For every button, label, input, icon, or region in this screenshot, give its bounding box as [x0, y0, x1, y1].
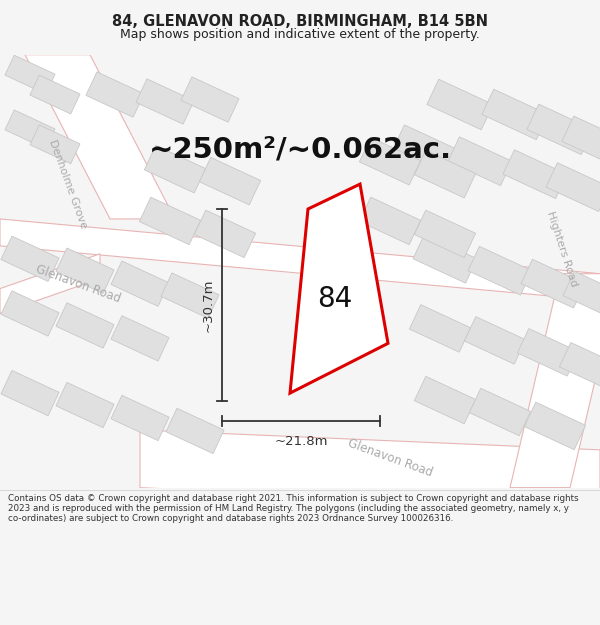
- Polygon shape: [359, 198, 421, 244]
- Polygon shape: [415, 151, 476, 198]
- Polygon shape: [393, 125, 457, 174]
- Text: 84: 84: [317, 284, 353, 312]
- Polygon shape: [161, 273, 219, 318]
- Polygon shape: [0, 219, 600, 301]
- Polygon shape: [181, 77, 239, 122]
- Polygon shape: [194, 210, 256, 258]
- Polygon shape: [503, 150, 567, 199]
- Text: Contains OS data © Crown copyright and database right 2021. This information is : Contains OS data © Crown copyright and d…: [8, 494, 578, 523]
- Text: 84, GLENAVON ROAD, BIRMINGHAM, B14 5BN: 84, GLENAVON ROAD, BIRMINGHAM, B14 5BN: [112, 14, 488, 29]
- Polygon shape: [140, 430, 600, 508]
- Polygon shape: [1, 371, 59, 416]
- Polygon shape: [359, 138, 421, 185]
- Polygon shape: [524, 402, 586, 450]
- Polygon shape: [111, 261, 169, 306]
- Polygon shape: [166, 408, 224, 454]
- Text: Glenavon Road: Glenavon Road: [346, 436, 434, 479]
- Text: ~30.7m: ~30.7m: [202, 278, 215, 332]
- Polygon shape: [0, 254, 100, 314]
- Polygon shape: [468, 246, 532, 295]
- Text: Glenavon Road: Glenavon Road: [34, 262, 122, 305]
- Polygon shape: [521, 259, 585, 308]
- Polygon shape: [145, 146, 206, 193]
- Polygon shape: [25, 55, 175, 219]
- Text: Map shows position and indicative extent of the property.: Map shows position and indicative extent…: [120, 28, 480, 41]
- Polygon shape: [86, 72, 144, 118]
- Polygon shape: [409, 304, 470, 352]
- Polygon shape: [1, 291, 59, 336]
- Polygon shape: [415, 376, 476, 424]
- Polygon shape: [111, 396, 169, 441]
- Polygon shape: [469, 388, 530, 436]
- Polygon shape: [563, 271, 600, 320]
- Polygon shape: [562, 116, 600, 167]
- Polygon shape: [464, 317, 526, 364]
- Polygon shape: [527, 104, 593, 154]
- Polygon shape: [413, 234, 477, 283]
- Polygon shape: [1, 236, 59, 281]
- Text: ~250m²/~0.062ac.: ~250m²/~0.062ac.: [148, 135, 452, 163]
- Polygon shape: [517, 329, 578, 376]
- Polygon shape: [427, 79, 493, 130]
- Polygon shape: [510, 274, 600, 488]
- Polygon shape: [5, 55, 55, 94]
- Polygon shape: [30, 75, 80, 114]
- Polygon shape: [56, 382, 114, 428]
- Polygon shape: [199, 158, 260, 205]
- Polygon shape: [56, 302, 114, 348]
- Polygon shape: [448, 137, 512, 186]
- Polygon shape: [546, 162, 600, 211]
- Polygon shape: [482, 89, 548, 140]
- Polygon shape: [111, 316, 169, 361]
- Polygon shape: [139, 198, 200, 244]
- Polygon shape: [136, 79, 194, 124]
- Text: Denholme Grove: Denholme Grove: [47, 138, 89, 230]
- Polygon shape: [559, 342, 600, 390]
- Polygon shape: [415, 210, 476, 258]
- Polygon shape: [30, 125, 80, 164]
- Polygon shape: [56, 248, 114, 293]
- Text: ~21.8m: ~21.8m: [274, 435, 328, 448]
- Polygon shape: [5, 110, 55, 149]
- Text: Highters Road: Highters Road: [545, 210, 579, 288]
- Polygon shape: [290, 184, 388, 393]
